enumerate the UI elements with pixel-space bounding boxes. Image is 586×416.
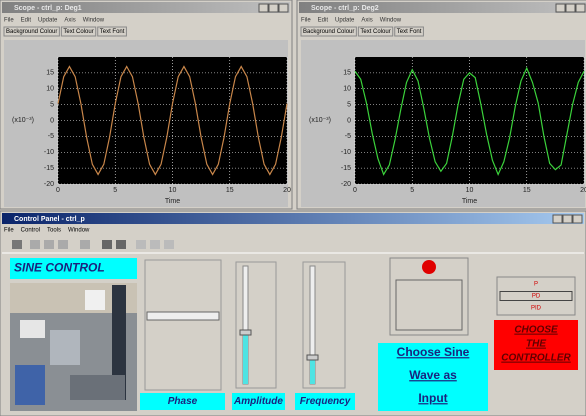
slider-label: Amplitude — [233, 396, 283, 407]
menu-item[interactable]: Tools — [47, 228, 61, 234]
amplitude-panel — [236, 262, 276, 388]
menu-item[interactable]: Edit — [21, 18, 32, 24]
tab-label[interactable]: Text Font — [397, 29, 422, 35]
y-tick-label: 15 — [343, 70, 351, 77]
screen: Control Panel - ctrl_p File Control Tools W… — [0, 0, 586, 416]
frequency-fill — [310, 360, 315, 384]
x-tick-label: 5 — [410, 187, 414, 194]
lamp-display — [396, 280, 462, 330]
y-tick-label: -5 — [48, 133, 54, 140]
controller-button-label[interactable]: CHOOSE — [514, 325, 558, 336]
controller-button-label[interactable]: CONTROLLER — [501, 353, 571, 364]
lab-photo — [10, 283, 137, 411]
menu-item[interactable]: Axis — [361, 18, 372, 24]
x-tick-label: 10 — [466, 187, 474, 194]
frequency-panel — [303, 262, 345, 388]
heading: SINE CONTROL — [14, 261, 105, 275]
window-button[interactable] — [279, 4, 288, 12]
menu-item[interactable]: File — [301, 18, 311, 24]
window-button[interactable] — [556, 4, 565, 12]
x-tick-label: 0 — [56, 187, 60, 194]
controller-option[interactable]: PD — [532, 294, 541, 300]
menu-item[interactable]: File — [4, 18, 14, 24]
y-tick-label: -15 — [44, 165, 54, 172]
y-tick-label: 10 — [343, 86, 351, 93]
window-button[interactable] — [259, 4, 268, 12]
menu-item[interactable]: Control — [21, 228, 40, 234]
y-tick-label: -10 — [44, 149, 54, 156]
title-bar — [2, 213, 584, 224]
menu-item[interactable]: File — [4, 228, 14, 234]
window-button[interactable] — [576, 4, 585, 12]
input-button-label[interactable]: Input — [418, 391, 447, 405]
y-tick-label: -10 — [341, 149, 351, 156]
frequency-thumb[interactable] — [307, 355, 318, 360]
y-axis-label: (x10⁻³) — [12, 117, 34, 124]
menu-item[interactable]: Window — [83, 18, 105, 24]
tab-label[interactable]: Text Colour — [360, 29, 390, 35]
y-tick-label: 0 — [347, 117, 351, 124]
controller-button-label[interactable]: THE — [526, 339, 546, 350]
window-button[interactable] — [269, 4, 278, 12]
menu-item[interactable]: Edit — [318, 18, 329, 24]
y-tick-label: 0 — [50, 117, 54, 124]
lamp — [422, 260, 436, 274]
slider-label: Frequency — [300, 396, 351, 407]
x-tick-label: 15 — [226, 187, 234, 194]
menu-item[interactable]: Window — [380, 18, 402, 24]
y-tick-label: -20 — [44, 181, 54, 188]
x-tick-label: 15 — [523, 187, 531, 194]
x-tick-label: 20 — [580, 187, 586, 194]
y-tick-label: 15 — [46, 70, 54, 77]
controller-option[interactable]: PID — [531, 306, 542, 312]
x-tick-label: 0 — [353, 187, 357, 194]
slider-label: Phase — [168, 396, 198, 407]
y-tick-label: 5 — [50, 101, 54, 108]
amplitude-fill — [243, 335, 248, 384]
menu-item[interactable]: Axis — [64, 18, 75, 24]
phase-slider[interactable] — [147, 312, 219, 320]
input-button-label[interactable]: Choose Sine — [397, 345, 470, 359]
tab-label[interactable]: Background Colour — [303, 29, 354, 35]
menu-item[interactable]: Update — [38, 18, 58, 24]
amplitude-thumb[interactable] — [240, 330, 251, 335]
tab-label[interactable]: Text Font — [100, 29, 125, 35]
x-tick-label: 10 — [169, 187, 177, 194]
window-button[interactable] — [566, 4, 575, 12]
y-tick-label: -20 — [341, 181, 351, 188]
y-tick-label: -15 — [341, 165, 351, 172]
x-tick-label: 5 — [113, 187, 117, 194]
menu-item[interactable]: Update — [335, 18, 355, 24]
window-title: Scope - ctrl_p: Deg1 — [14, 5, 82, 12]
phase-panel — [145, 260, 221, 390]
window-title: Scope - ctrl_p: Deg2 — [311, 5, 379, 12]
input-button-label[interactable]: Wave as — [409, 368, 457, 382]
y-tick-label: 5 — [347, 101, 351, 108]
y-axis-label: (x10⁻³) — [309, 117, 331, 124]
y-tick-label: -5 — [345, 133, 351, 140]
y-tick-label: 10 — [46, 86, 54, 93]
window-title: Control Panel - ctrl_p — [14, 216, 85, 223]
tab-label[interactable]: Background Colour — [6, 29, 57, 35]
window-buttons[interactable] — [553, 215, 582, 223]
x-tick-label: 20 — [283, 187, 291, 194]
x-axis-label: Time — [462, 198, 477, 205]
controller-option[interactable]: P — [534, 282, 538, 288]
x-axis-label: Time — [165, 198, 180, 205]
menu-item[interactable]: Window — [68, 228, 90, 234]
tab-label[interactable]: Text Colour — [63, 29, 93, 35]
